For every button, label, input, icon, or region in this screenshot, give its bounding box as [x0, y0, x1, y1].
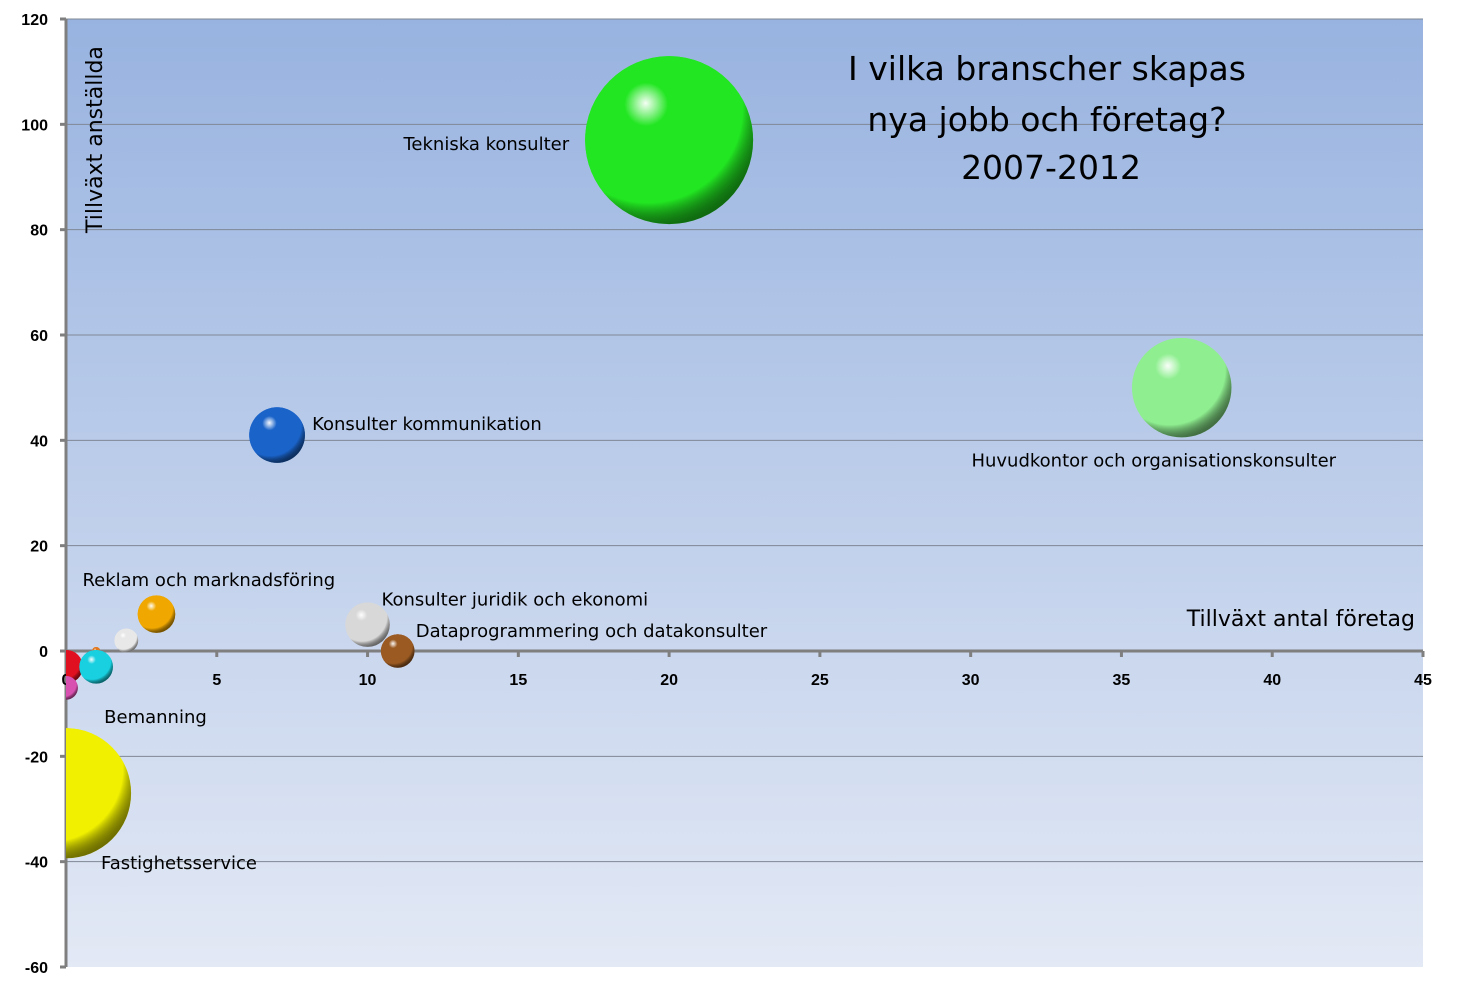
y-tick-label: -60: [25, 960, 48, 977]
chart-title-line-3: 2007-2012: [961, 148, 1141, 187]
x-tick-label: 40: [1263, 672, 1281, 689]
data-label: Konsulter kommunikation: [312, 414, 542, 435]
bubble: [66, 675, 78, 700]
data-label: Reklam och marknadsföring: [82, 570, 335, 591]
bubble: [137, 595, 176, 633]
x-tick-label: 25: [811, 672, 829, 689]
y-tick-label: -20: [25, 749, 48, 766]
data-label: Bemanning: [104, 707, 207, 728]
x-tick-label: 20: [660, 672, 678, 689]
bubble: [114, 628, 139, 653]
x-tick-label: 15: [509, 672, 527, 689]
y-tick-label: -40: [25, 855, 48, 872]
y-tick-label: 120: [21, 12, 48, 29]
bubble: [249, 407, 305, 463]
bubble: [380, 634, 415, 668]
x-tick-label: 30: [962, 672, 980, 689]
y-tick-label: 40: [30, 433, 48, 450]
data-label: Fastighetsservice: [101, 853, 257, 874]
x-tick-label: 35: [1113, 672, 1131, 689]
bubble: [79, 650, 113, 684]
chart-title-line-1: I vilka branscher skapas: [848, 49, 1246, 88]
bubble: [66, 728, 132, 859]
y-tick-label: 80: [30, 223, 48, 240]
x-tick-label: 10: [359, 672, 377, 689]
bubble: [345, 602, 390, 647]
data-label: Konsulter juridik och ekonomi: [382, 590, 649, 611]
y-axis-title: Tillväxt anställda: [83, 46, 108, 234]
x-tick-label: 5: [212, 672, 221, 689]
data-label: Dataprogrammering och datakonsulter: [416, 621, 768, 642]
x-axis-title: Tillväxt antal företag: [1186, 607, 1415, 632]
y-tick-label: 100: [21, 117, 48, 134]
data-label: Huvudkontor och organisationskonsulter: [971, 451, 1336, 472]
chart-title-line-2: nya jobb och företag?: [867, 100, 1226, 139]
y-tick-label: 0: [39, 644, 48, 661]
bubble: [585, 56, 754, 225]
y-tick-label: 60: [30, 328, 48, 345]
x-tick-label: 45: [1414, 672, 1432, 689]
bubble: [1132, 337, 1232, 438]
y-tick-label: 20: [30, 539, 48, 556]
data-label: Tekniska konsulter: [403, 134, 570, 155]
bubble: [66, 650, 83, 684]
